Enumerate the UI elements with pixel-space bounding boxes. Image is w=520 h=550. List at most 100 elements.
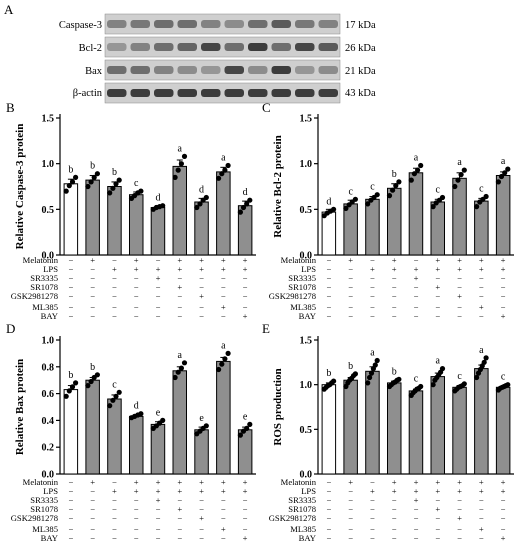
- treatment-sign: −: [243, 504, 248, 514]
- data-point: [85, 383, 91, 389]
- y-tick-label: 0.5: [42, 205, 55, 216]
- treatment-sign: −: [243, 302, 248, 312]
- treatment-sign: −: [243, 273, 248, 283]
- treatment-sign: −: [501, 291, 506, 301]
- treatment-sign: +: [177, 477, 182, 487]
- treatment-sign: −: [177, 302, 182, 312]
- panel-letter-e: E: [262, 321, 270, 336]
- treatment-sign: −: [68, 533, 73, 543]
- treatment-sign: −: [326, 273, 331, 283]
- data-point: [374, 357, 380, 364]
- treatment-sign: −: [221, 273, 226, 283]
- treatment-sign: −: [68, 513, 73, 523]
- treatment-sign: +: [90, 255, 95, 265]
- treatment-sign: −: [457, 495, 462, 505]
- bar: [129, 415, 144, 475]
- treatment-sign: −: [326, 524, 331, 534]
- treatment-sign: −: [479, 273, 484, 283]
- treatment-sign: −: [392, 513, 397, 523]
- data-point: [73, 174, 79, 180]
- blot-protein-label-caspase3: Caspase-3: [59, 20, 102, 31]
- data-point: [66, 388, 72, 394]
- treatment-sign: −: [326, 302, 331, 312]
- data-point: [481, 359, 487, 365]
- treatment-sign: −: [370, 524, 375, 534]
- treatment-sign: −: [414, 255, 419, 265]
- blot-band: [295, 20, 315, 28]
- treatment-sign: −: [112, 273, 117, 283]
- treatment-sign: −: [348, 504, 353, 514]
- treatment-sign: −: [221, 282, 226, 292]
- data-point: [197, 201, 203, 207]
- chart-bcl2: Relative Bcl-2 protein 0.0 0.5 1.0 1.5 d c c b a c…: [269, 114, 514, 321]
- data-point: [408, 177, 414, 183]
- chart-caspase3: Relative Caspase-3 protein 0.0 0.5 1.0 1.5 b b…: [11, 114, 256, 321]
- y-axis-label: Relative Bcl-2 protein: [272, 135, 284, 237]
- data-point: [461, 381, 467, 387]
- treatment-sign: +: [457, 291, 462, 301]
- treatment-label: BAY: [299, 533, 316, 543]
- blot-band: [271, 89, 291, 97]
- treatment-sign: −: [479, 513, 484, 523]
- treatment-sign: +: [370, 264, 375, 274]
- data-point: [455, 177, 461, 183]
- treatment-sign: −: [457, 282, 462, 292]
- treatment-sign: +: [221, 255, 226, 265]
- treatment-sign: −: [90, 291, 95, 301]
- data-point: [110, 397, 116, 403]
- significance-letter: b: [392, 366, 397, 377]
- treatment-sign: −: [326, 533, 331, 543]
- data-point: [505, 382, 511, 388]
- treatment-sign: −: [392, 273, 397, 283]
- treatment-sign: −: [112, 291, 117, 301]
- treatment-sign: −: [479, 282, 484, 292]
- treatment-sign: +: [156, 486, 161, 496]
- treatment-sign: −: [199, 504, 204, 514]
- significance-letter: d: [134, 401, 139, 412]
- significance-letter: a: [221, 340, 226, 351]
- treatment-sign: −: [90, 533, 95, 543]
- significance-letter: a: [436, 356, 441, 367]
- treatment-sign: +: [457, 486, 462, 496]
- bar: [343, 379, 358, 475]
- treatment-sign: −: [370, 255, 375, 265]
- data-point: [172, 174, 178, 180]
- treatment-sign: +: [457, 477, 462, 487]
- data-point: [107, 190, 113, 196]
- treatment-sign: −: [457, 273, 462, 283]
- treatment-sign: −: [112, 255, 117, 265]
- blot-band: [318, 20, 338, 28]
- treatment-sign: −: [370, 533, 375, 543]
- treatment-label: ML385: [32, 524, 58, 534]
- data-point: [88, 378, 94, 385]
- treatment-sign: +: [112, 486, 117, 496]
- treatment-sign: −: [435, 524, 440, 534]
- blot-protein-label-bax: Bax: [85, 66, 103, 77]
- data-point: [244, 201, 250, 207]
- significance-letter: a: [457, 157, 462, 168]
- significance-letter: d: [326, 196, 331, 207]
- bar: [343, 203, 358, 256]
- blot-size-label-caspase3: 17 kDa: [345, 20, 376, 31]
- treatment-sign: −: [112, 311, 117, 321]
- data-point: [474, 204, 480, 210]
- treatment-sign: +: [156, 273, 161, 283]
- treatment-sign: −: [199, 302, 204, 312]
- treatment-sign: +: [177, 255, 182, 265]
- significance-letter: b: [348, 361, 353, 372]
- treatment-sign: −: [177, 291, 182, 301]
- blot-band: [107, 89, 127, 97]
- data-point: [85, 183, 91, 190]
- blot-band: [248, 89, 268, 97]
- treatment-sign: −: [90, 513, 95, 523]
- treatment-sign: −: [134, 504, 139, 514]
- data-point: [411, 171, 417, 177]
- significance-letter: c: [457, 371, 462, 382]
- treatment-sign: −: [112, 477, 117, 487]
- treatment-sign: −: [501, 273, 506, 283]
- treatment-sign: −: [370, 477, 375, 487]
- treatment-sign: −: [90, 486, 95, 496]
- bar: [107, 186, 122, 256]
- treatment-label: Melatonin: [23, 255, 59, 265]
- treatment-sign: −: [348, 264, 353, 274]
